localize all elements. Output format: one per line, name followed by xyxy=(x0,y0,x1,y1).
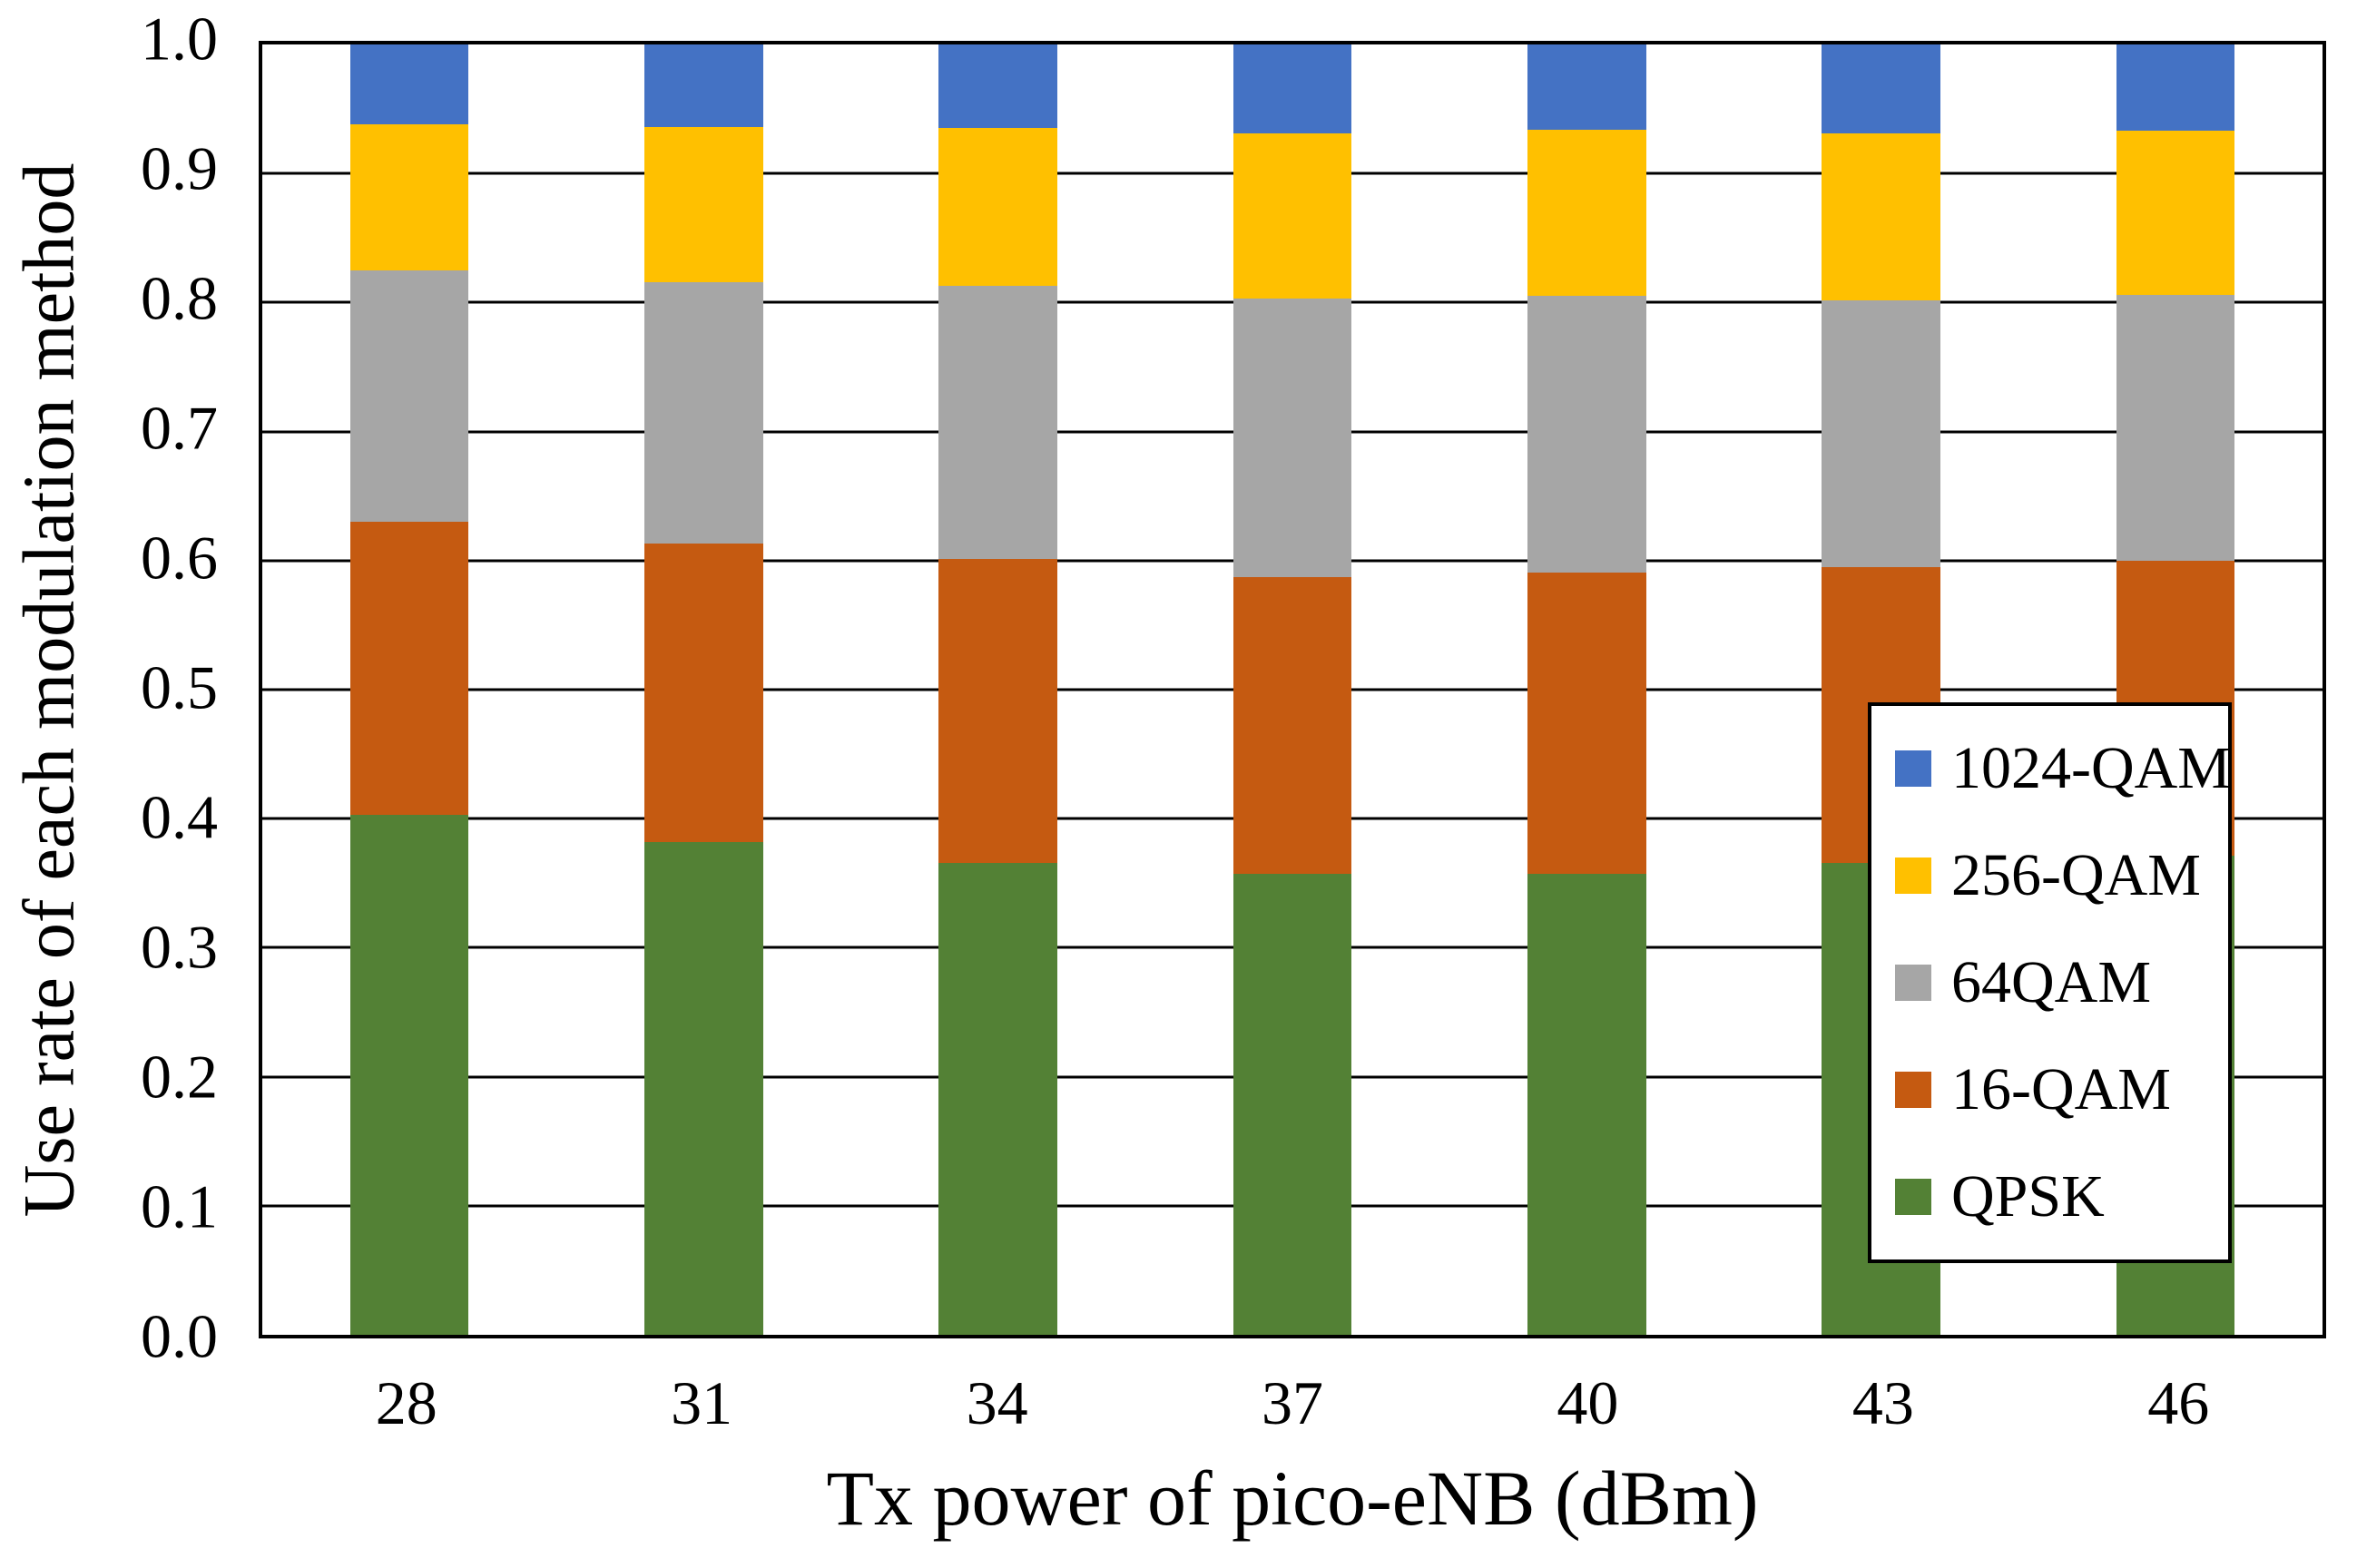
legend-swatch-64QAM xyxy=(1895,965,1931,1001)
bar-segment-1024-QAM xyxy=(938,44,1058,129)
bar-segment-16-QAM xyxy=(1527,572,1646,875)
stacked-bar-40 xyxy=(1527,44,1646,1335)
bar-segment-64QAM xyxy=(1233,299,1352,578)
bar-segment-256-QAM xyxy=(938,128,1058,286)
plot-area xyxy=(259,41,2326,1338)
bar-segment-256-QAM xyxy=(1233,133,1352,299)
bar-segment-256-QAM xyxy=(2116,131,2235,295)
bar-segment-64QAM xyxy=(2116,294,2235,561)
stacked-bar-31 xyxy=(644,44,763,1335)
legend-swatch-16-QAM xyxy=(1895,1072,1931,1108)
bar-segment-256-QAM xyxy=(1822,133,1940,300)
legend-item-64QAM: 64QAM xyxy=(1895,953,2228,1013)
bar-segment-QPSK xyxy=(1527,874,1646,1335)
x-tick-label: 37 xyxy=(1262,1368,1323,1437)
x-tick-label: 34 xyxy=(966,1368,1028,1437)
bar-segment-QPSK xyxy=(938,862,1058,1335)
y-tick-label: 0.5 xyxy=(141,652,218,722)
y-tick-label: 0.9 xyxy=(141,133,218,203)
legend-swatch-256-QAM xyxy=(1895,858,1931,894)
x-tick-label: 40 xyxy=(1557,1368,1619,1437)
legend-item-QPSK: QPSK xyxy=(1895,1167,2228,1227)
legend-box: 1024-QAM 256-QAM 64QAM 16-QAM QPSK xyxy=(1868,702,2232,1263)
legend-item-256-QAM: 256-QAM xyxy=(1895,846,2228,906)
x-tick-label: 43 xyxy=(1851,1368,1914,1437)
y-tick-label: 1.0 xyxy=(141,4,218,74)
bar-segment-16-QAM xyxy=(938,559,1058,863)
x-axis-title: Tx power of pico-eNB (dBm) xyxy=(826,1455,1759,1542)
bar-segment-QPSK xyxy=(349,814,469,1335)
bar-segment-1024-QAM xyxy=(1822,44,1940,134)
bar-segment-1024-QAM xyxy=(1233,44,1352,134)
stacked-bar-28 xyxy=(349,44,469,1335)
x-tick-label: 46 xyxy=(2147,1368,2210,1437)
bar-segment-256-QAM xyxy=(349,124,469,270)
y-tick-label: 0.6 xyxy=(141,523,218,593)
y-tick-label: 0.0 xyxy=(141,1301,218,1371)
stacked-bar-37 xyxy=(1233,44,1352,1335)
bar-segment-1024-QAM xyxy=(1527,44,1646,130)
bar-segment-16-QAM xyxy=(644,544,763,842)
bar-segment-1024-QAM xyxy=(349,44,469,125)
y-tick-label: 0.8 xyxy=(141,263,218,333)
bar-segment-64QAM xyxy=(938,285,1058,560)
legend-label: 1024-QAM xyxy=(1951,735,2231,801)
bar-segment-1024-QAM xyxy=(2116,44,2235,132)
legend-item-16-QAM: 16-QAM xyxy=(1895,1060,2228,1120)
y-tick-label: 0.7 xyxy=(141,393,218,463)
bar-segment-QPSK xyxy=(1233,874,1352,1335)
legend-item-1024-QAM: 1024-QAM xyxy=(1895,735,2231,801)
legend-label: QPSK xyxy=(1951,1163,2105,1230)
bar-segment-256-QAM xyxy=(644,127,763,282)
legend-swatch-QPSK xyxy=(1895,1179,1931,1215)
y-tick-label: 0.3 xyxy=(141,912,218,982)
bar-segment-1024-QAM xyxy=(644,44,763,128)
bar-segment-16-QAM xyxy=(349,522,469,815)
legend-swatch-1024-QAM xyxy=(1895,750,1931,787)
stacked-bar-34 xyxy=(938,44,1058,1335)
bar-segment-64QAM xyxy=(1527,296,1646,573)
bar-segment-64QAM xyxy=(349,270,469,523)
x-tick-label: 28 xyxy=(375,1368,437,1437)
y-tick-label: 0.2 xyxy=(141,1042,218,1112)
x-tick-label: 31 xyxy=(671,1368,733,1437)
y-tick-label: 0.4 xyxy=(141,782,218,852)
bar-segment-16-QAM xyxy=(1233,577,1352,875)
bar-segment-64QAM xyxy=(1822,299,1940,567)
legend-label: 64QAM xyxy=(1951,949,2152,1015)
y-tick-label: 0.1 xyxy=(141,1171,218,1241)
legend-label: 256-QAM xyxy=(1951,842,2201,908)
bar-segment-64QAM xyxy=(644,281,763,544)
legend-label: 16-QAM xyxy=(1951,1056,2171,1122)
bar-segment-QPSK xyxy=(644,841,763,1335)
bar-segment-256-QAM xyxy=(1527,129,1646,297)
